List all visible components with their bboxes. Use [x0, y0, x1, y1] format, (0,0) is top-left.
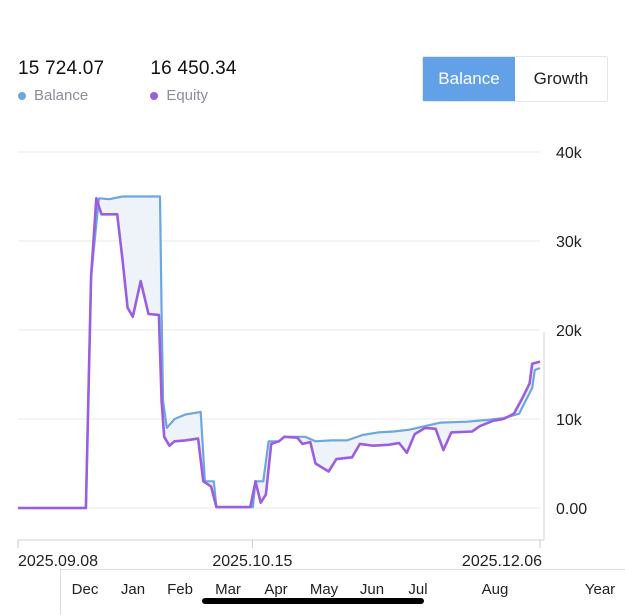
y-tick-label: 10k — [556, 412, 583, 429]
period-month[interactable]: Jun — [359, 581, 385, 598]
equity-series-line — [18, 197, 541, 510]
y-tick-label: 20k — [556, 323, 583, 340]
chart-svg: 0.00 10k 20k 30k 40k 2025.09.08 2025.10.15 2025… — [17, 145, 587, 570]
equity-label: Equity — [166, 87, 209, 104]
period-month[interactable]: Dec — [71, 581, 99, 598]
period-month[interactable]: May — [309, 581, 339, 598]
equity-legend: Equity — [150, 87, 236, 104]
balance-dot-icon — [18, 91, 26, 100]
period-month[interactable]: Feb — [167, 581, 193, 598]
x-tick-label: 2025.10.15 — [212, 553, 292, 570]
period-month[interactable]: Apr — [264, 581, 288, 598]
balance-stat: 15 724.07 Balance — [18, 58, 104, 104]
y-tick-label: 30k — [556, 234, 583, 251]
y-tick-label: 40k — [556, 145, 583, 162]
growth-toggle-button[interactable]: Growth — [515, 57, 607, 101]
x-tick-label: 2025.09.08 — [18, 553, 98, 570]
balance-toggle-button[interactable]: Balance — [423, 57, 515, 101]
period-month[interactable]: Jul — [408, 581, 428, 598]
balance-equity-chart[interactable]: 0.00 10k 20k 30k 40k 2025.09.08 2025.10.15 2025… — [0, 130, 625, 570]
chart-mode-toggle: Balance Growth — [422, 56, 608, 102]
period-selector: Dec Jan Feb Mar Apr May Jun Jul Aug Year — [60, 569, 625, 615]
balance-series-line — [18, 195, 541, 510]
period-month[interactable]: Jan — [120, 581, 146, 598]
balance-equity-area — [18, 196, 540, 508]
equity-dot-icon — [150, 91, 159, 100]
balance-label: Balance — [34, 87, 89, 104]
summary-stats: 15 724.07 Balance 16 450.34 Equity — [18, 58, 237, 104]
period-month[interactable]: Mar — [215, 581, 241, 598]
period-month[interactable]: Aug — [481, 581, 509, 598]
balance-legend: Balance — [18, 87, 104, 104]
equity-stat: 16 450.34 Equity — [150, 58, 236, 104]
home-indicator[interactable] — [202, 598, 424, 604]
balance-value: 15 724.07 — [18, 58, 105, 79]
x-tick-label: 2025.12.06 — [462, 553, 542, 570]
equity-value: 16 450.34 — [150, 58, 237, 79]
period-year[interactable]: Year — [584, 581, 616, 598]
y-tick-label: 0.00 — [556, 501, 587, 518]
